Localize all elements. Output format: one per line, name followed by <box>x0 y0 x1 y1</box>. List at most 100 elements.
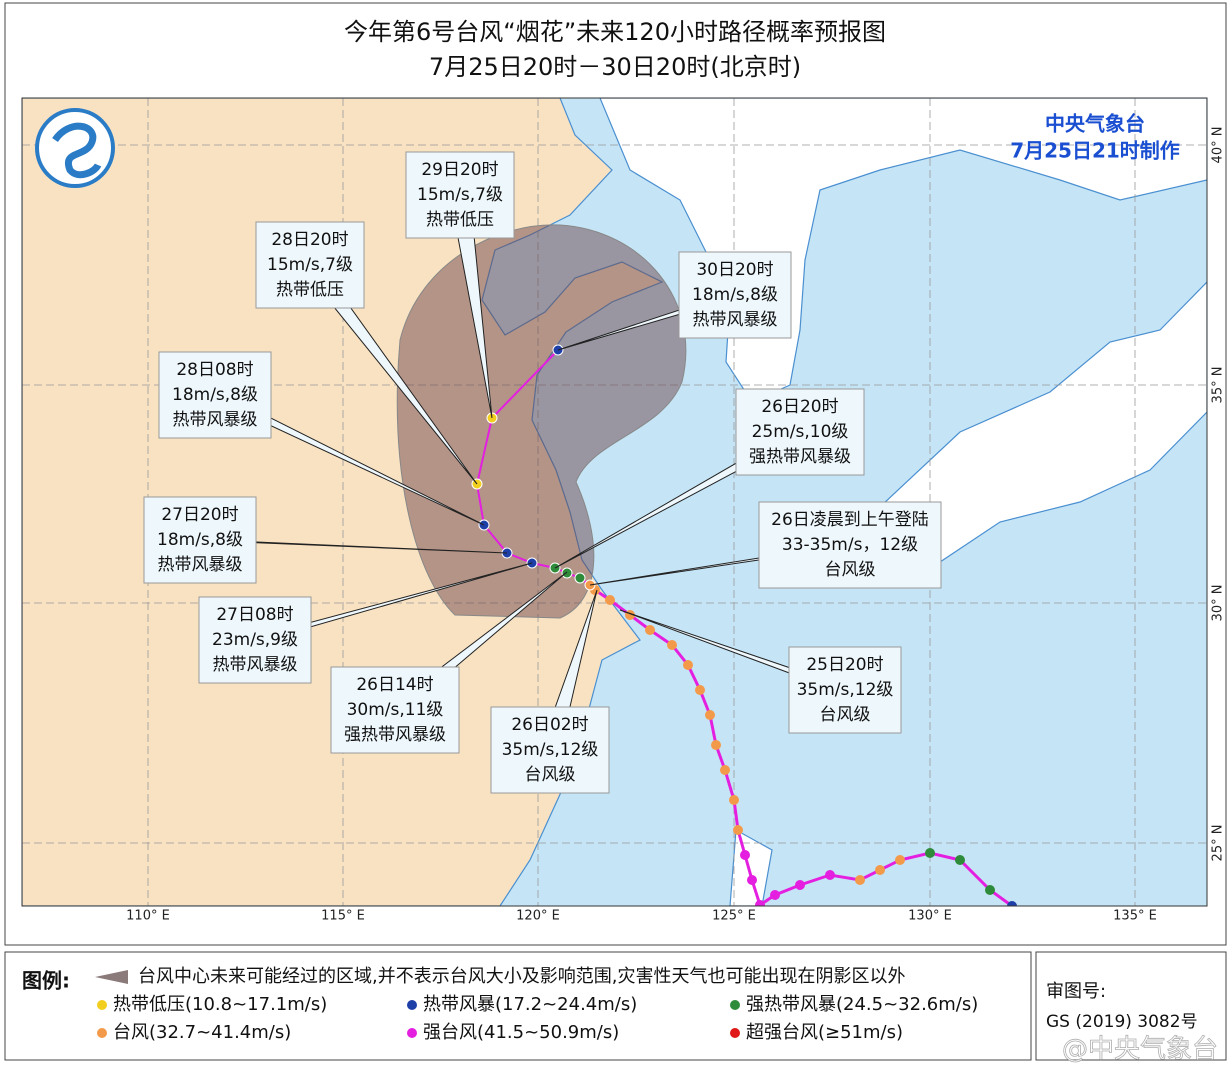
legend-swatch <box>97 1028 107 1038</box>
legend-swatch <box>730 1000 740 1010</box>
callout-wind: 18m/s,8级 <box>692 285 778 305</box>
callout-box <box>405 151 515 239</box>
callout-wind: 30m/s,11级 <box>347 700 444 720</box>
past-point <box>855 875 865 885</box>
callout-wind: 15m/s,7级 <box>267 255 353 275</box>
past-point <box>925 848 935 858</box>
callouts: 29日20时15m/s,7级热带低压28日20时15m/s,7级热带低压30日2… <box>143 151 942 794</box>
review-label: 审图号: <box>1046 981 1106 1002</box>
track <box>471 344 1017 906</box>
callout-time: 27日08时 <box>216 605 293 625</box>
callout-level: 台风级 <box>525 765 576 785</box>
forecast-track <box>475 349 591 586</box>
legend-label: 台风(32.7~41.4m/s) <box>113 1022 291 1043</box>
legend-label: 强台风(41.5~50.9m/s) <box>423 1022 619 1043</box>
callout-level: 热带风暴级 <box>213 655 298 675</box>
callout-wind: 15m/s,7级 <box>417 185 503 205</box>
callout-box <box>735 388 865 476</box>
legend-swatch <box>97 1000 107 1010</box>
past-point <box>770 890 780 900</box>
callout-level: 热带风暴级 <box>693 310 778 330</box>
lon-label: 115° E <box>321 909 365 924</box>
forecast-point <box>561 567 573 579</box>
callout-level: 热带风暴级 <box>158 555 243 575</box>
callout-box <box>158 351 272 439</box>
past-point <box>683 660 693 670</box>
past-point <box>747 875 757 885</box>
lat-label: 35° N <box>1211 367 1226 404</box>
callout-time: 25日20时 <box>806 655 883 675</box>
past-point <box>729 795 739 805</box>
callout-level: 热带低压 <box>426 210 494 230</box>
past-point <box>720 765 730 775</box>
past-point <box>695 685 705 695</box>
past-point <box>895 855 905 865</box>
callout-wind: 35m/s,12级 <box>797 680 894 700</box>
legend-swatch <box>407 1028 417 1038</box>
legend-label: 超强台风(≥51m/s) <box>746 1022 903 1043</box>
legend-box <box>4 951 1032 1061</box>
callout-level: 强热带风暴级 <box>749 447 851 467</box>
subtitle: 7月25日20时－30日20时(北京时) <box>429 53 801 81</box>
callout-box <box>758 501 942 589</box>
past-point <box>985 885 995 895</box>
past-point <box>705 710 715 720</box>
callout-box <box>143 496 257 584</box>
callout-box <box>788 646 902 734</box>
callout-time: 27日20时 <box>161 505 238 525</box>
past-point <box>755 900 765 906</box>
logo-mark <box>52 122 102 179</box>
review-box <box>1035 951 1227 1061</box>
callout-wind: 18m/s,8级 <box>157 530 243 550</box>
callout-time: 30日20时 <box>696 260 773 280</box>
legend-label: 热带低压(10.8~17.1m/s) <box>113 994 327 1015</box>
forecast-point <box>574 572 586 584</box>
lat-label: 40° N <box>1211 127 1226 164</box>
past-point <box>645 625 655 635</box>
legend-area-text: 台风中心未来可能经过的区域,并不表示台风大小及影响范围,灾害性天气也可能出现在阴… <box>138 966 905 987</box>
past-point <box>605 595 615 605</box>
callout-time: 26日20时 <box>761 397 838 417</box>
callout-level: 热带风暴级 <box>173 410 258 430</box>
callout-time: 26日凌晨到上午登陆 <box>771 510 929 530</box>
past-point <box>667 640 677 650</box>
callout-wind: 23m/s,9级 <box>212 630 298 650</box>
map-border <box>21 97 1208 907</box>
legend-area-icon <box>95 970 128 984</box>
callout-wind: 35m/s,12级 <box>502 740 599 760</box>
callout-time: 26日14时 <box>356 675 433 695</box>
callout-box <box>198 596 312 684</box>
callout-time: 28日20时 <box>271 230 348 250</box>
callout-level: 台风级 <box>820 705 871 725</box>
callout-wind: 25m/s,10级 <box>752 422 849 442</box>
legend-swatch <box>730 1028 740 1038</box>
callout-box <box>330 666 460 754</box>
callout-wind: 18m/s,8级 <box>172 385 258 405</box>
past-point <box>875 865 885 875</box>
past-point <box>733 825 743 835</box>
past-point <box>795 880 805 890</box>
callout-level: 强热带风暴级 <box>344 725 446 745</box>
lon-label: 125° E <box>712 909 756 924</box>
callout-time: 29日20时 <box>421 160 498 180</box>
watermark: @中央气象台 <box>1062 1035 1218 1065</box>
past-point <box>711 740 721 750</box>
legend-swatch <box>407 1000 417 1010</box>
legend-title: 图例: <box>22 969 70 993</box>
callout-box <box>490 706 610 794</box>
lon-label: 120° E <box>516 909 560 924</box>
lat-labels: 40° N 35° N 30° N 25° N <box>1211 127 1226 862</box>
lat-label: 30° N <box>1211 585 1226 622</box>
legend-items: 热带低压(10.8~17.1m/s) 热带风暴(17.2~24.4m/s) 强热带风… <box>97 994 978 1043</box>
issued: 7月25日21时制作 <box>1010 139 1180 163</box>
lon-label: 130° E <box>908 909 952 924</box>
callout-wind: 33-35m/s，12级 <box>782 535 918 555</box>
past-point <box>1007 901 1017 906</box>
callout-time: 28日08时 <box>176 360 253 380</box>
callout-box <box>678 251 792 339</box>
lon-label: 110° E <box>126 909 170 924</box>
past-point <box>740 850 750 860</box>
map-area: 110° E 115° E 120° E 125° E 130° E 135° E 40°… <box>21 97 1226 924</box>
legend-label: 强热带风暴(24.5~32.6m/s) <box>746 994 978 1015</box>
